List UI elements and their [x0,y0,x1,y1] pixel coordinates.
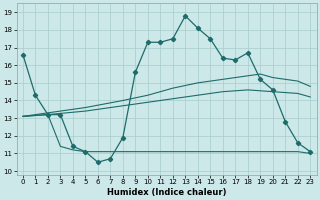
X-axis label: Humidex (Indice chaleur): Humidex (Indice chaleur) [107,188,226,197]
